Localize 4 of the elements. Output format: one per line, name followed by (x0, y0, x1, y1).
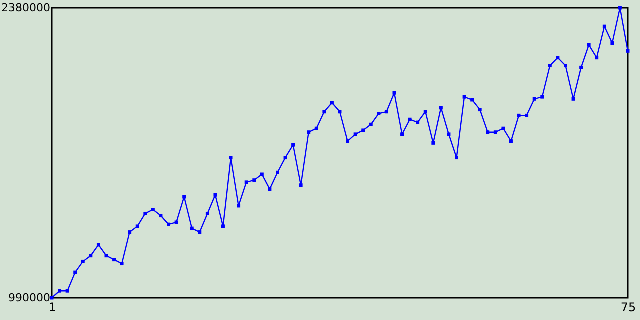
y-tick-label: 2380000 (2, 2, 50, 14)
x-tick-label: 1 (48, 300, 56, 314)
x-tick-label: 75 (620, 300, 636, 314)
y-tick-label: 990000 (8, 292, 50, 304)
